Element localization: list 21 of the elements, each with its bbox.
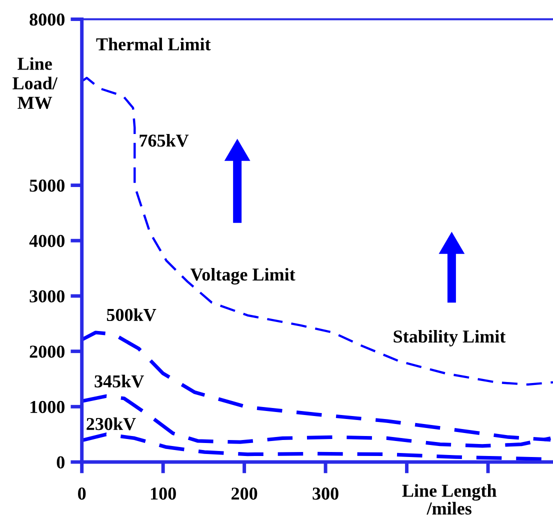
y-tick-label: 5000 [30,180,64,192]
x-tick-label: 0 [78,488,86,500]
series-label: 765kV [140,134,189,147]
x-tick-label: 100 [150,488,176,500]
series-label: 230kV [86,417,136,430]
series-label: 500kV [106,308,156,322]
y-tick-label: 0 [56,456,64,468]
x-tick-label: 300 [312,488,338,500]
x-tick-label: 200 [232,488,258,500]
y-axis-title: Line Load/ MW [12,57,58,110]
annotation: Stability Limit [394,330,506,346]
annotation: Thermal Limit [96,38,211,50]
y-tick-label: 2000 [30,346,64,358]
y-tick-label: 4000 [29,234,64,248]
series-label: 345kV [94,374,144,388]
y-tick-label: 3000 [30,290,64,302]
y-tick-label: 8000 [30,13,64,26]
y-tick-label: 1000 [30,400,64,414]
x-axis-title: Line Length /miles [402,484,496,515]
annotation: Voltage Limit [190,268,296,284]
line-series [82,76,553,386]
